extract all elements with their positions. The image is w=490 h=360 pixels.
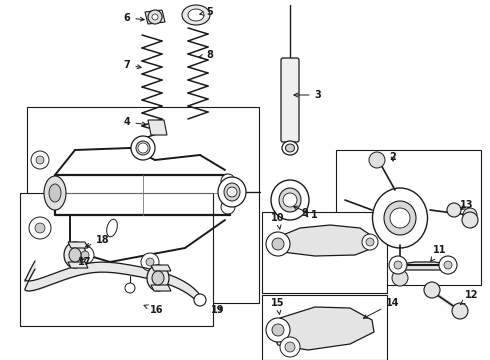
Circle shape	[221, 174, 235, 188]
Ellipse shape	[147, 265, 169, 291]
Circle shape	[152, 14, 158, 20]
Text: 19: 19	[211, 305, 225, 315]
Text: 14: 14	[364, 298, 400, 318]
Ellipse shape	[49, 184, 61, 202]
Text: 10: 10	[271, 213, 285, 229]
Circle shape	[392, 270, 408, 286]
Ellipse shape	[64, 242, 86, 268]
Text: 7: 7	[123, 60, 141, 70]
Circle shape	[362, 234, 378, 250]
Text: 5: 5	[200, 7, 213, 17]
Circle shape	[283, 193, 297, 207]
Text: 8: 8	[199, 50, 214, 60]
Text: 4: 4	[123, 117, 146, 127]
Circle shape	[444, 261, 452, 269]
Circle shape	[227, 187, 237, 197]
Polygon shape	[145, 10, 165, 24]
Text: 9: 9	[302, 208, 308, 218]
Polygon shape	[68, 242, 88, 248]
Ellipse shape	[107, 219, 118, 237]
Circle shape	[125, 283, 135, 293]
Circle shape	[141, 253, 159, 271]
FancyBboxPatch shape	[281, 58, 299, 142]
Text: 13: 13	[460, 200, 474, 210]
Circle shape	[439, 256, 457, 274]
Circle shape	[285, 342, 295, 352]
Circle shape	[81, 251, 89, 259]
Polygon shape	[151, 265, 171, 271]
Ellipse shape	[384, 201, 416, 235]
Circle shape	[272, 324, 284, 336]
Circle shape	[146, 258, 154, 266]
Ellipse shape	[218, 177, 246, 207]
Circle shape	[266, 232, 290, 256]
Ellipse shape	[286, 144, 294, 152]
Circle shape	[29, 217, 51, 239]
Circle shape	[35, 223, 45, 233]
Circle shape	[462, 212, 478, 228]
Circle shape	[76, 246, 94, 264]
Polygon shape	[148, 120, 167, 135]
Circle shape	[452, 303, 468, 319]
Polygon shape	[68, 262, 88, 268]
Text: 11: 11	[431, 245, 447, 261]
Bar	[27, 107, 259, 303]
Ellipse shape	[182, 5, 210, 25]
Ellipse shape	[224, 183, 240, 201]
Ellipse shape	[152, 271, 164, 285]
Circle shape	[221, 200, 235, 214]
Ellipse shape	[279, 188, 301, 212]
Circle shape	[390, 208, 410, 228]
Ellipse shape	[44, 176, 66, 210]
Ellipse shape	[131, 136, 155, 160]
Circle shape	[36, 156, 44, 164]
Polygon shape	[395, 262, 450, 270]
Text: 12: 12	[461, 290, 479, 305]
Bar	[336, 150, 481, 285]
Text: 3: 3	[294, 90, 321, 100]
Ellipse shape	[69, 248, 81, 262]
Text: 2: 2	[390, 152, 396, 162]
Ellipse shape	[271, 180, 309, 220]
Bar	[20, 193, 213, 326]
Text: 15: 15	[271, 298, 285, 314]
Polygon shape	[270, 307, 374, 350]
Circle shape	[272, 238, 284, 250]
Circle shape	[366, 238, 374, 246]
Bar	[262, 212, 387, 293]
Polygon shape	[270, 225, 375, 256]
Circle shape	[31, 151, 49, 169]
Circle shape	[447, 203, 461, 217]
Ellipse shape	[136, 141, 150, 155]
Circle shape	[463, 208, 477, 222]
Circle shape	[389, 256, 407, 274]
Circle shape	[138, 143, 148, 153]
Ellipse shape	[282, 141, 298, 155]
Circle shape	[266, 318, 290, 342]
Text: 6: 6	[123, 13, 144, 23]
Text: 16: 16	[144, 305, 164, 315]
Ellipse shape	[188, 9, 204, 21]
Circle shape	[148, 10, 162, 24]
Circle shape	[280, 337, 300, 357]
Text: 18: 18	[86, 235, 110, 247]
Circle shape	[394, 261, 402, 269]
Circle shape	[369, 152, 385, 168]
Circle shape	[424, 282, 440, 298]
Circle shape	[194, 294, 206, 306]
Text: 17: 17	[78, 257, 92, 267]
Text: 1: 1	[294, 206, 318, 220]
Ellipse shape	[372, 188, 427, 248]
Polygon shape	[151, 285, 171, 291]
Bar	[262, 295, 387, 360]
